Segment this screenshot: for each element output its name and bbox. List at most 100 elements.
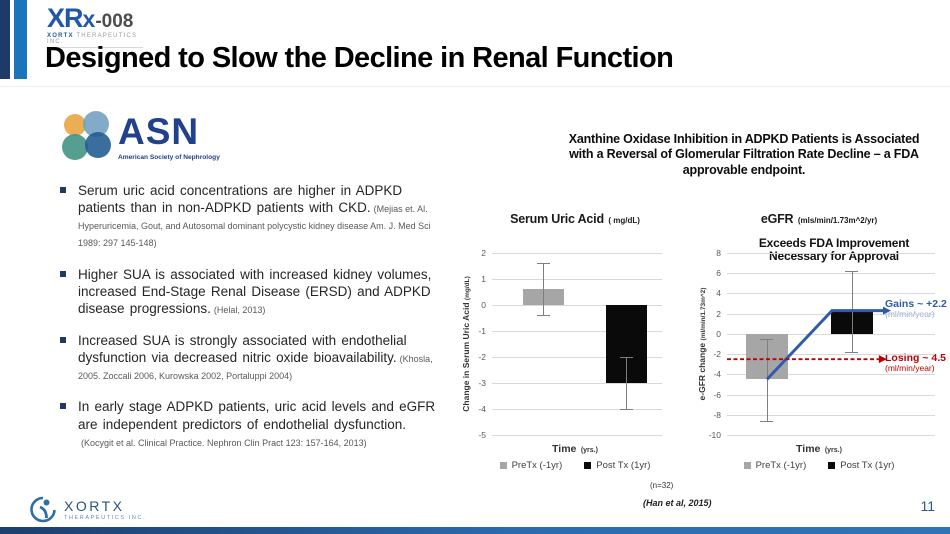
annotation-lines [727,306,891,381]
chart-legend: PreTx (-1yr) Post Tx (1yr) [688,460,950,471]
y-tick-label: 8 [716,248,721,258]
bullet-text: Increased SUA is strongly associated wit… [78,332,407,366]
xortx-footer-logo: XORTX THERAPEUTICS INC. [28,494,146,526]
slide-title: Designed to Slow the Decline in Renal Fu… [45,42,674,74]
error-bar-cap [845,352,859,354]
y-tick-label: -4 [713,369,721,380]
legend-label: PreTx (-1yr) [755,460,807,471]
chart-title-unit: (mls/min/1.73m^2/yr) [797,216,878,225]
asn-circle-teal-icon [62,134,88,160]
xrx-008-logo: XRx-008 XORTX THERAPEUTICS INC. [47,5,143,48]
gridline [492,357,662,358]
y-tick-label: -4 [478,404,486,414]
bullet-marker-icon [60,270,66,277]
legend-swatch-posttx-icon [828,462,836,469]
error-bar [626,357,628,409]
y-tick-label: 0 [716,328,721,339]
legend-label: Post Tx (1yr) [840,460,895,471]
bullet-text: Serum uric acid concentrations are highe… [78,183,403,216]
error-bar [543,263,544,316]
bullet-marker-icon [60,403,66,410]
page-number: 11 [920,498,935,514]
gridline [727,293,935,295]
asn-acronym: ASN [118,111,200,152]
gridline [727,414,935,416]
callout-gains-text: Gains ~ +2.2 [885,298,947,310]
footer-brand: XORTX [64,498,125,515]
y-tick-label: -6 [713,389,721,400]
gridline [727,333,935,335]
losing-reference-arrowhead-icon [878,355,887,364]
plot-area: 2 1 0 -1 -2 -3 -4 -5 [478,248,662,440]
xrx-logo-xr: XR [47,3,84,33]
xrx-logo-subtext-brand: XORTX [47,33,74,39]
accent-bar-light [14,0,27,79]
legend-label: Post Tx (1yr) [596,460,651,471]
y-tick-label: -2 [713,349,721,360]
gridline [492,305,662,306]
y-tick-label: 2 [481,248,486,258]
gridline [492,279,662,280]
xrx-logo-subtext-rest: THERAPEUTICS INC. [47,33,138,45]
y-tick-label: -1 [478,326,486,336]
x-axis-label: Time (yrs.) [688,439,950,457]
footer-brand-subtext: THERAPEUTICS INC. [64,514,147,521]
error-bar-cap [619,409,633,410]
gridline [727,435,935,436]
bullet-item: Increased SUA is strongly associated wit… [58,332,436,383]
gains-trend-line [765,309,883,381]
xortx-logo-mark-icon [30,496,56,523]
callout-losing-unit: (ml/min/year) [885,363,935,374]
accent-bar-dark [0,0,10,79]
egfr-chart: eGFR (mls/min/1.73m^2/yr) Exceeds FDA Im… [688,208,950,493]
y-tick-label: 1 [481,274,486,284]
legend-swatch-pretx-icon [499,462,507,469]
legend-item-pretx: PreTx (-1yr) [499,460,562,471]
gridline [727,253,935,254]
y-axis-label: e-GFR change (ml/min/1.73m^2) [697,288,707,401]
chart-title-unit: ( mg/dL) [608,216,640,225]
x-axis-label-text: Time [552,443,577,455]
chart-legend: PreTx (-1yr) Post Tx (1yr) [450,460,700,471]
bullet-citation: (Kocygit et al. Clinical Practice. Nephr… [81,437,367,448]
gridline [727,354,935,356]
sample-size-note: (n=32) [650,481,674,490]
y-tick-label: -2 [478,352,486,362]
bullet-text: In early stage ADPKD patients, uric acid… [78,399,436,432]
error-bar-cap [760,338,774,340]
gridline [727,374,935,376]
right-panel-heading: Xanthine Oxidase Inhibition in ADPKD Pat… [568,132,920,177]
asn-circle-orange-icon [64,114,86,136]
legend-swatch-posttx-icon [584,462,592,469]
asn-text: ASN American Society of Nephrology [118,111,220,161]
error-bar-cap [536,315,550,317]
legend-swatch-pretx-icon [743,462,751,469]
bullet-citation: (Khosla, 2005. Zoccali 2006, Kurowska 20… [78,354,433,382]
error-bar-cap [619,357,633,358]
bottom-accent-bar [0,527,950,534]
asn-circle-navy-icon [85,132,111,158]
y-tick-label: -8 [713,409,721,420]
xrx-logo-008: -008 [95,11,134,32]
y-axis-label: Change in Serum Uric Acid (mg/dL) [461,276,471,411]
x-axis-label-text: Time [796,443,821,455]
plot-area: Gains ~ +2.2 (ml/min/year) Losing ~ 4.5 … [709,248,947,440]
y-tick-label: 6 [716,268,721,279]
y-tick-label: -5 [478,430,486,440]
y-tick-label: -10 [708,430,721,440]
legend-item-pretx: PreTx (-1yr) [743,460,807,471]
legend-item-posttx: Post Tx (1yr) [584,460,650,471]
bullet-marker-icon [60,187,66,193]
gridline [492,409,662,410]
gridline [492,435,662,436]
xrx-logo-subtext: XORTX THERAPEUTICS INC. [47,33,143,48]
y-tick-label: -3 [478,378,486,388]
bullet-item: Higher SUA is associated with increased … [58,266,436,317]
x-axis-label: Time (yrs.) [450,439,700,457]
y-tick-label: 0 [481,300,486,310]
chart-title: eGFR (mls/min/1.73m^2/yr) [688,210,950,228]
bullet-citation: (Mejias et. Al. Hyperuricemia, Gout, and… [78,204,431,249]
asn-full-name: American Society of Nephrology [118,153,220,161]
chart-title-text: eGFR [760,212,794,226]
